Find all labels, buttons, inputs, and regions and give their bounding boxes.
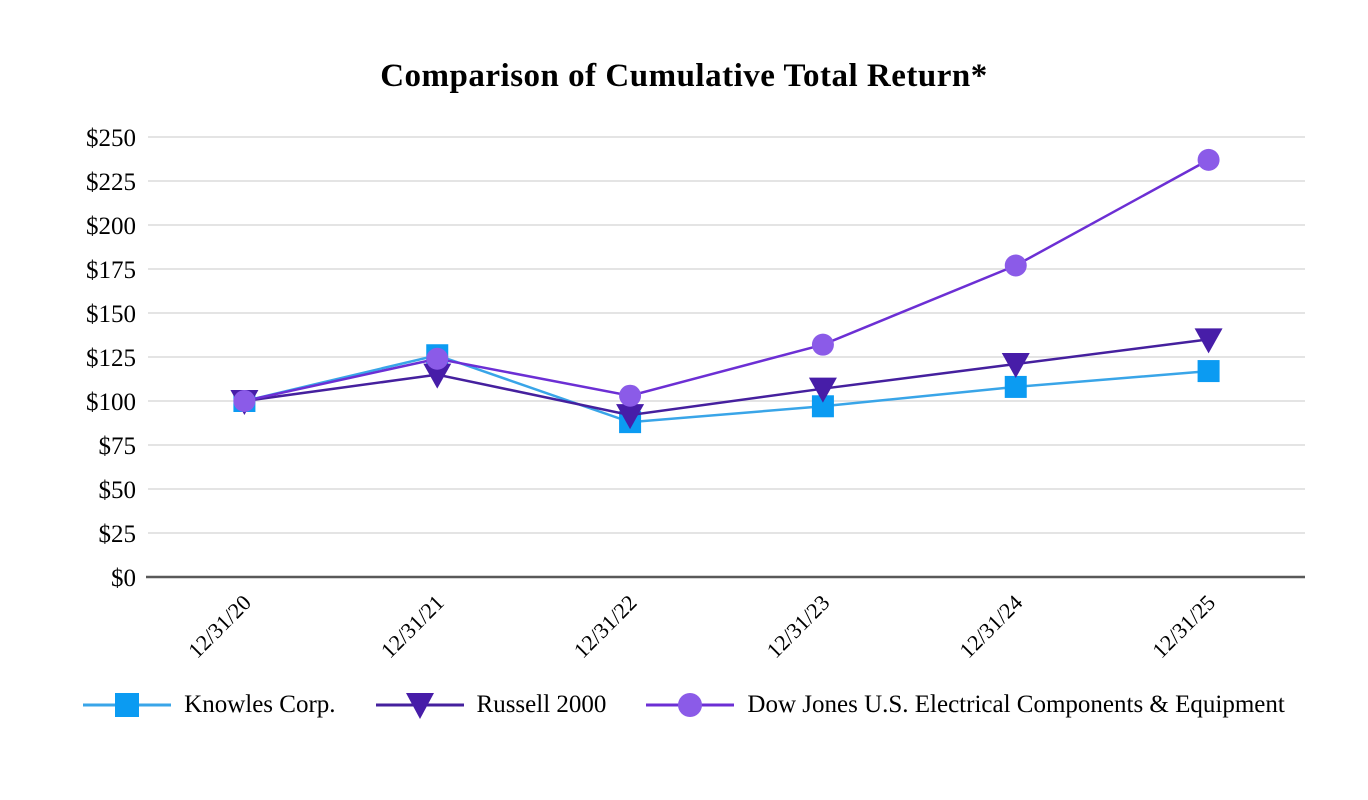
legend-label: Knowles Corp.: [184, 691, 336, 718]
triangle-down-marker-icon: [405, 693, 434, 719]
marker-triangle-down: [616, 404, 645, 430]
legend-swatch-triangle-down-icon: [375, 693, 464, 719]
y-tick-label: $150: [86, 301, 136, 328]
marker-circle: [426, 347, 449, 370]
y-tick-label: $100: [86, 389, 136, 416]
x-tick-label: 12/31/22: [569, 590, 642, 663]
y-tick-label: $50: [99, 477, 137, 504]
x-tick-label: 12/31/23: [761, 590, 834, 663]
y-tick-label: $250: [86, 125, 136, 152]
legend-item: Russell 2000: [375, 688, 607, 722]
chart-title: Comparison of Cumulative Total Return*: [380, 58, 988, 94]
legend-swatch-square-icon: [83, 693, 172, 717]
y-tick-label: $0: [111, 565, 136, 592]
y-tick-label: $75: [99, 433, 137, 460]
y-tick-label: $25: [99, 521, 137, 548]
marker-triangle-down: [423, 363, 452, 389]
marker-circle: [233, 390, 256, 412]
circle-marker-icon: [678, 693, 703, 717]
series-line-dow-jones-u-s-electrical-components-equipment: [244, 158, 1210, 403]
legend-label: Russell 2000: [476, 691, 607, 718]
legend: Knowles Corp. Russell 2000 Dow Jones U.S. …: [0, 688, 1368, 722]
x-tick-label: 12/31/20: [183, 590, 256, 663]
series-line-russell-2000: [244, 338, 1209, 417]
legend-swatch-circle-icon: [646, 693, 735, 717]
marker-square: [1004, 375, 1027, 398]
square-marker-icon: [115, 693, 140, 717]
plot-area: $0 $25 $50 $75 $100 $125 $150 $175 $200 $225 $250 1…: [86, 125, 1305, 663]
x-tick-label: 12/31/24: [954, 590, 1027, 663]
legend-item: Dow Jones U.S. Electrical Components & E…: [646, 688, 1285, 722]
marker-circle: [619, 384, 642, 407]
marker-triangle-down: [1001, 353, 1030, 379]
legend-item: Knowles Corp.: [83, 688, 336, 722]
marker-circle: [811, 333, 834, 356]
marker-square: [1197, 360, 1220, 383]
marker-triangle-down: [808, 377, 837, 403]
y-tick-label: $225: [86, 169, 136, 196]
y-tick-label: $175: [86, 257, 136, 284]
series-line-knowles-corp: [244, 353, 1209, 424]
x-tick-label: 12/31/21: [376, 590, 449, 663]
marker-circle: [1004, 254, 1027, 277]
x-tick-label: 12/31/25: [1147, 590, 1220, 663]
marker-square: [811, 395, 834, 418]
y-tick-label: $125: [86, 345, 136, 372]
marker-circle: [1197, 148, 1220, 171]
y-tick-label: $200: [86, 213, 136, 240]
legend-label: Dow Jones U.S. Electrical Components & E…: [747, 691, 1285, 718]
marker-triangle-down: [1194, 328, 1223, 354]
